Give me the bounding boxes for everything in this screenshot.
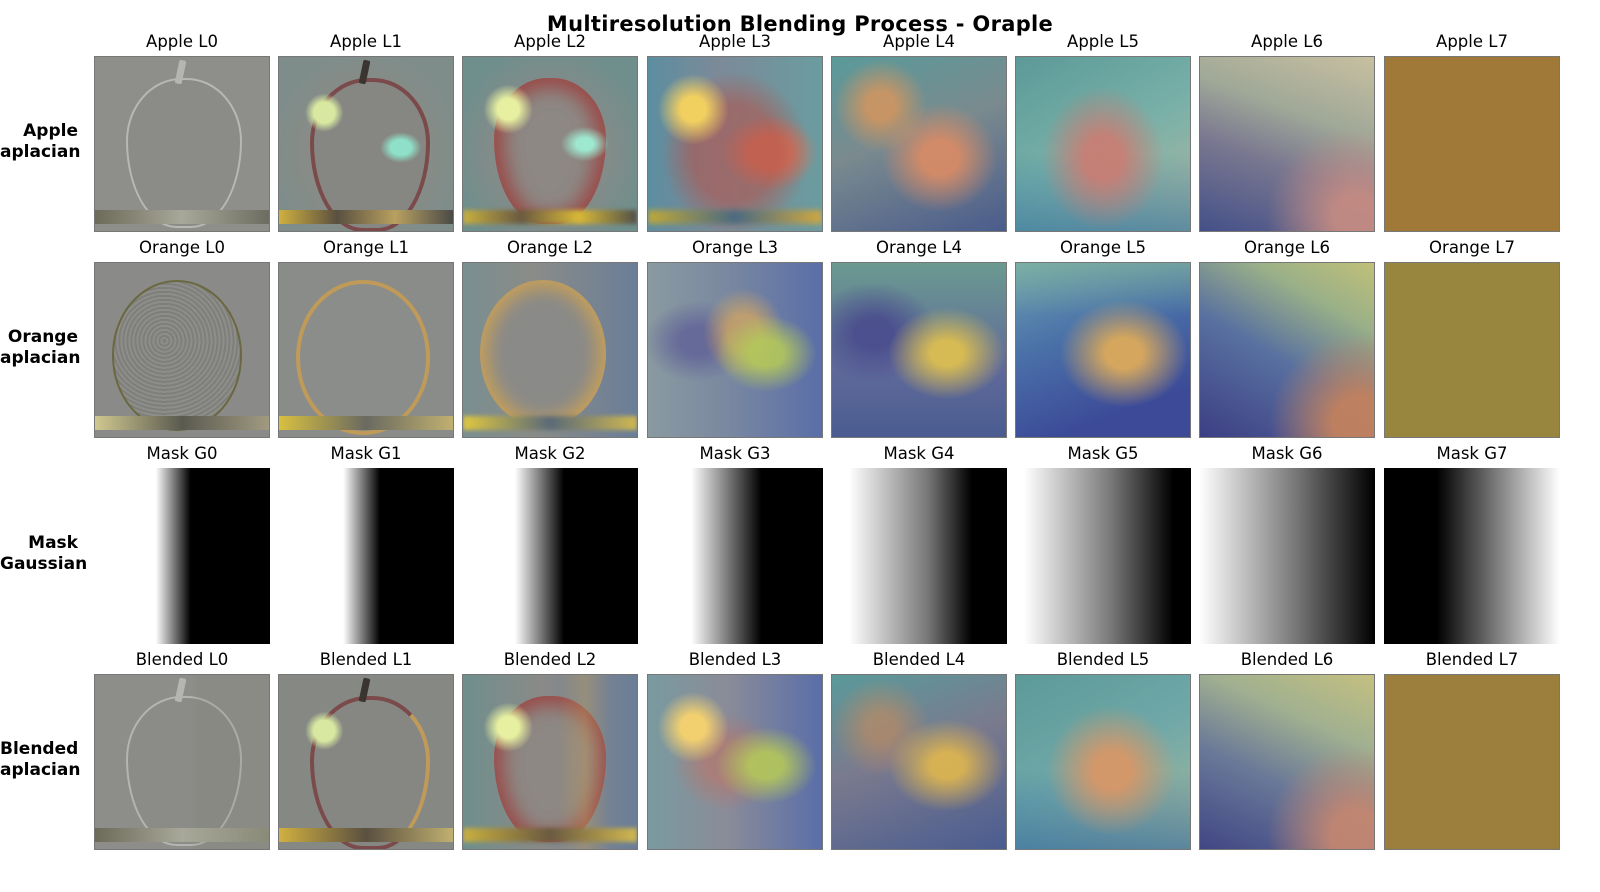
cell-title-orange-1: Orange L1 xyxy=(323,238,409,257)
apple-image-6 xyxy=(1199,56,1375,232)
cell-title-mask-0: Mask G0 xyxy=(146,444,218,463)
mask-image-6 xyxy=(1199,468,1375,644)
blended-image-0 xyxy=(94,674,270,850)
row-label-line1: Blended xyxy=(0,739,79,759)
apple-image-5 xyxy=(1015,56,1191,232)
row-label-line2: aplacian xyxy=(0,142,81,162)
cell-title-orange-5: Orange L5 xyxy=(1060,238,1146,257)
orange-image-1 xyxy=(278,262,454,438)
figure-title: Multiresolution Blending Process - Orapl… xyxy=(546,12,1054,36)
row-label-apple: Apple aplacian xyxy=(0,121,81,163)
row-label-blended: Blended aplacian xyxy=(0,739,81,781)
mask-image-7 xyxy=(1384,468,1560,644)
cell-title-blended-4: Blended L4 xyxy=(872,650,966,669)
cell-title-apple-5: Apple L5 xyxy=(1067,32,1139,51)
apple-image-2 xyxy=(462,56,638,232)
cell-title-orange-4: Orange L4 xyxy=(876,238,962,257)
orange-image-5 xyxy=(1015,262,1191,438)
cell-title-mask-2: Mask G2 xyxy=(514,444,586,463)
cell-title-blended-3: Blended L3 xyxy=(688,650,782,669)
orange-image-4 xyxy=(831,262,1007,438)
cell-title-orange-2: Orange L2 xyxy=(507,238,593,257)
orange-image-3 xyxy=(647,262,823,438)
cell-title-apple-0: Apple L0 xyxy=(146,32,218,51)
cell-title-orange-7: Orange L7 xyxy=(1429,238,1515,257)
cell-title-orange-0: Orange L0 xyxy=(139,238,225,257)
cell-title-blended-6: Blended L6 xyxy=(1240,650,1334,669)
blended-image-2 xyxy=(462,674,638,850)
cell-title-orange-3: Orange L3 xyxy=(692,238,778,257)
cell-title-apple-2: Apple L2 xyxy=(514,32,586,51)
apple-image-4 xyxy=(831,56,1007,232)
row-label-line1: Orange xyxy=(7,327,78,347)
cell-title-mask-3: Mask G3 xyxy=(699,444,771,463)
cell-title-apple-4: Apple L4 xyxy=(883,32,955,51)
blended-image-3 xyxy=(647,674,823,850)
cell-title-apple-1: Apple L1 xyxy=(330,32,402,51)
row-label-line1: Apple xyxy=(23,121,78,141)
apple-image-7 xyxy=(1384,56,1560,232)
apple-image-1 xyxy=(278,56,454,232)
cell-title-blended-7: Blended L7 xyxy=(1425,650,1519,669)
cell-title-blended-1: Blended L1 xyxy=(319,650,413,669)
mask-image-3 xyxy=(647,468,823,644)
row-label-line2: aplacian xyxy=(0,760,81,780)
row-label-orange: Orange aplacian xyxy=(0,327,81,369)
cell-title-blended-5: Blended L5 xyxy=(1056,650,1150,669)
cell-title-apple-7: Apple L7 xyxy=(1436,32,1508,51)
cell-title-mask-6: Mask G6 xyxy=(1251,444,1323,463)
blended-image-5 xyxy=(1015,674,1191,850)
row-label-mask: Mask Gaussian xyxy=(0,533,88,575)
mask-image-4 xyxy=(831,468,1007,644)
cell-title-blended-0: Blended L0 xyxy=(135,650,229,669)
cell-title-apple-3: Apple L3 xyxy=(699,32,771,51)
orange-image-2 xyxy=(462,262,638,438)
apple-image-0 xyxy=(94,56,270,232)
orange-image-0 xyxy=(94,262,270,438)
cell-title-mask-5: Mask G5 xyxy=(1067,444,1139,463)
cell-title-orange-6: Orange L6 xyxy=(1244,238,1330,257)
blended-image-1 xyxy=(278,674,454,850)
cell-title-blended-2: Blended L2 xyxy=(503,650,597,669)
cell-title-mask-1: Mask G1 xyxy=(330,444,402,463)
blended-image-7 xyxy=(1384,674,1560,850)
blended-image-4 xyxy=(831,674,1007,850)
row-label-line2: aplacian xyxy=(0,348,81,368)
cell-title-mask-4: Mask G4 xyxy=(883,444,955,463)
orange-image-7 xyxy=(1384,262,1560,438)
mask-image-2 xyxy=(462,468,638,644)
mask-image-1 xyxy=(278,468,454,644)
mask-image-5 xyxy=(1015,468,1191,644)
mask-image-0 xyxy=(94,468,270,644)
orange-image-6 xyxy=(1199,262,1375,438)
apple-image-3 xyxy=(647,56,823,232)
cell-title-mask-7: Mask G7 xyxy=(1436,444,1508,463)
cell-title-apple-6: Apple L6 xyxy=(1251,32,1323,51)
blended-image-6 xyxy=(1199,674,1375,850)
row-label-line2: Gaussian xyxy=(0,554,88,574)
row-label-line1: Mask xyxy=(28,533,78,553)
